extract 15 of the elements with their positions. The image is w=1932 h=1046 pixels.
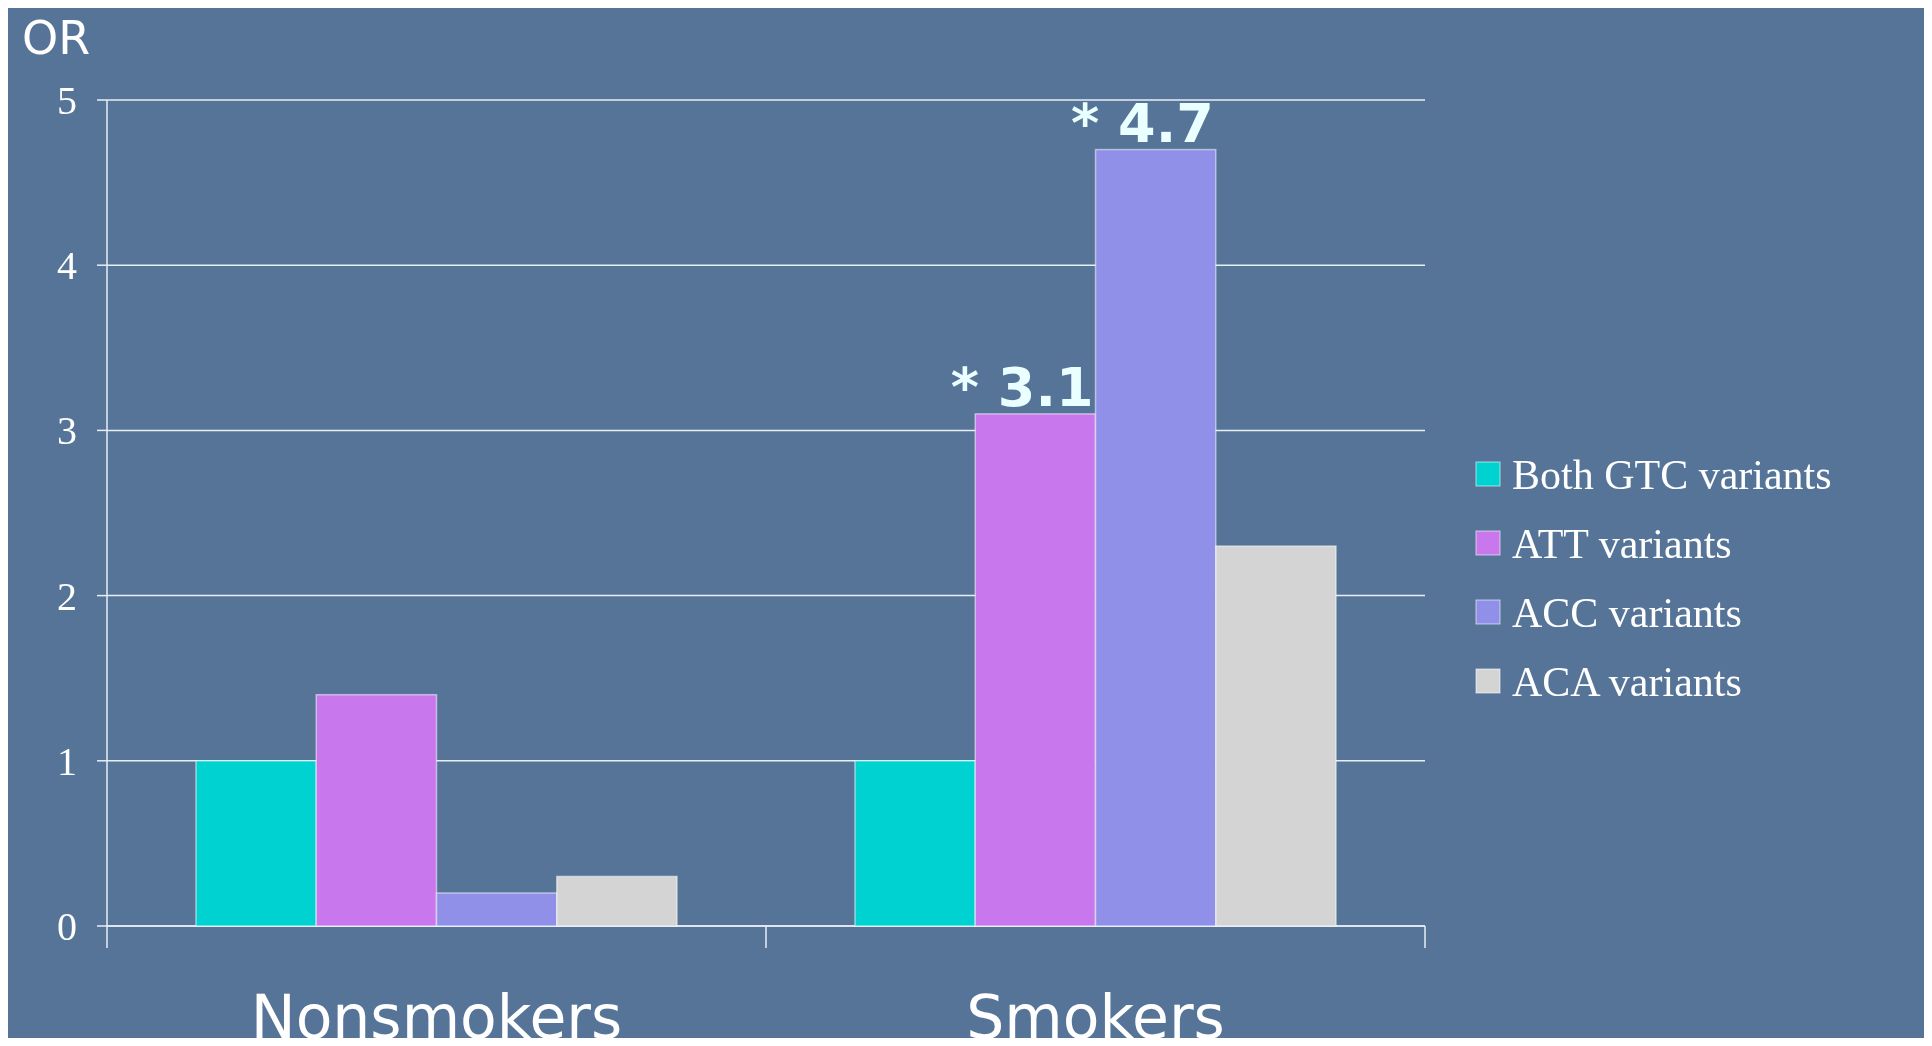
y-axis-title: OR	[22, 11, 91, 65]
data-label: * 3.1	[950, 355, 1094, 419]
y-tick-label: 1	[57, 738, 77, 784]
legend-label: Both GTC variants	[1512, 451, 1832, 498]
legend-label: ACC variants	[1512, 589, 1742, 636]
legend-label: ACA variants	[1512, 658, 1742, 705]
y-tick-label: 5	[57, 78, 77, 123]
legend-label: ATT variants	[1512, 520, 1732, 567]
y-tick-label: 3	[57, 408, 77, 454]
y-tick-label: 0	[57, 904, 77, 949]
x-tick-label: Nonsmokers	[250, 982, 623, 1046]
data-label: * 4.7	[1071, 91, 1214, 155]
y-tick-label: 2	[57, 573, 77, 619]
y-tick-label: 4	[57, 243, 77, 289]
x-tick-label: Smokers	[966, 982, 1225, 1046]
